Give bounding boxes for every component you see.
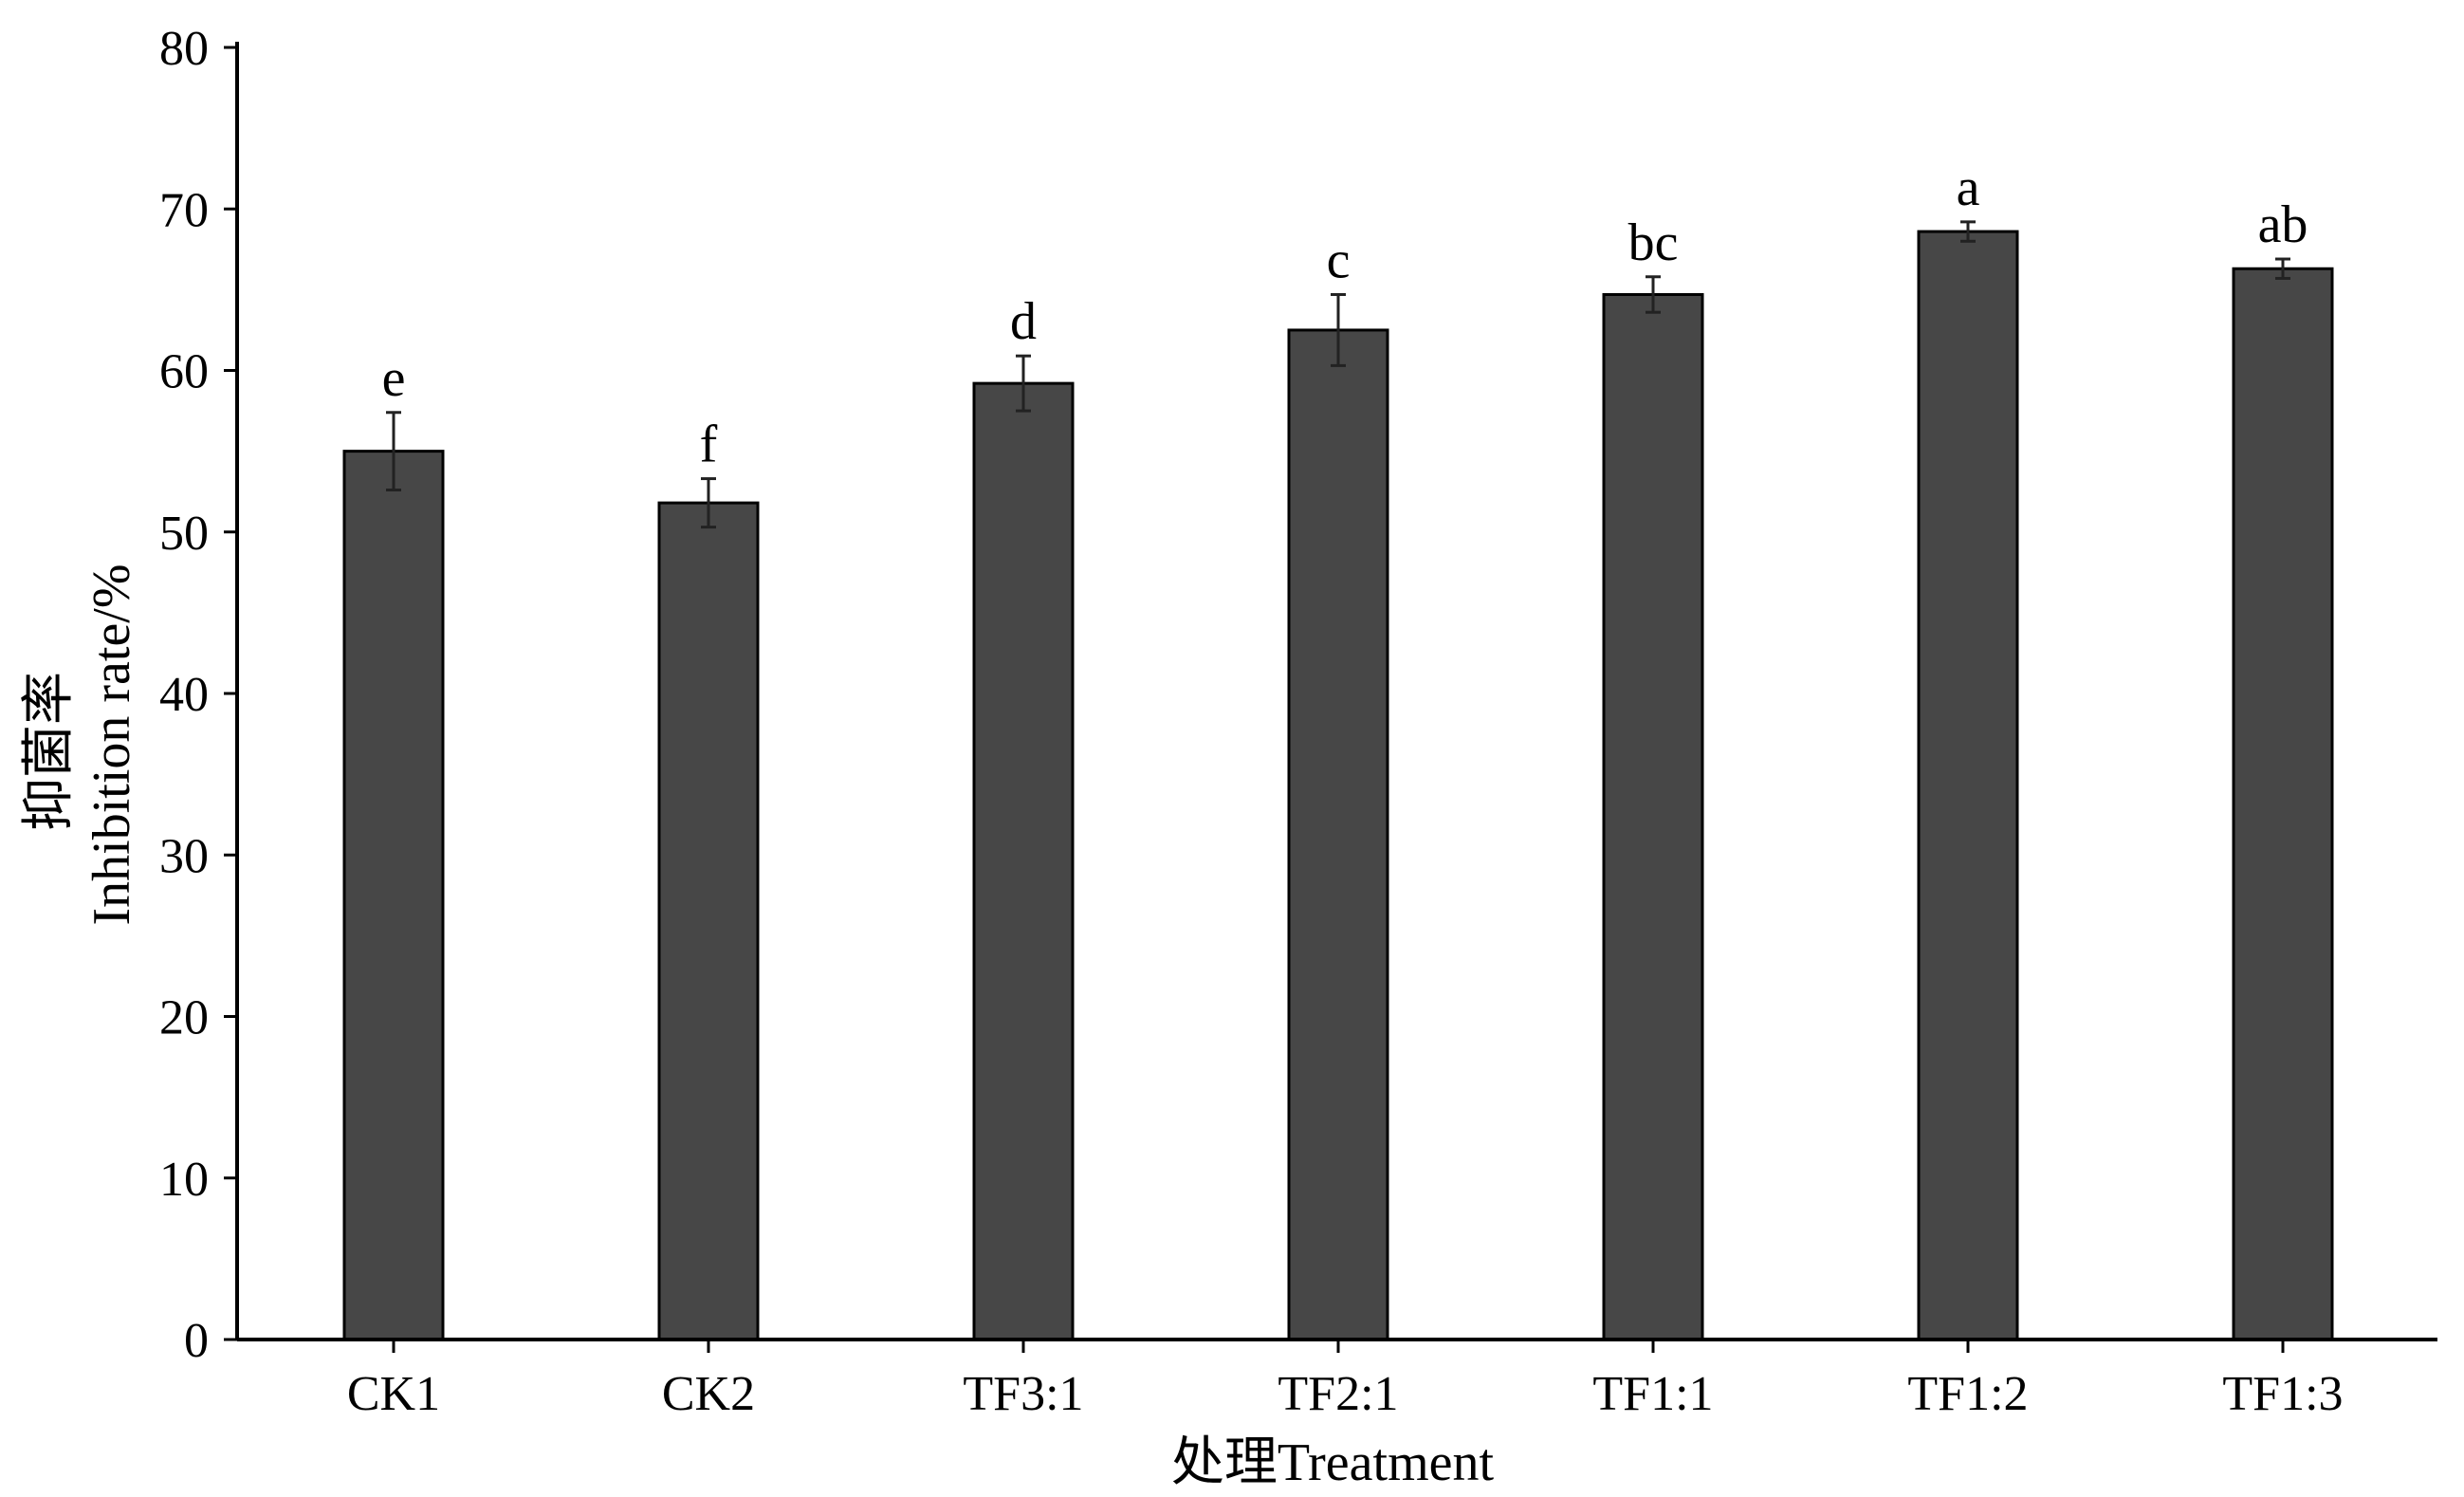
y-axis-title: 抑菌率 Inhibition rate/% [20,564,141,925]
y-tick-label: 60 [159,345,209,399]
significance-label: c [1327,231,1351,289]
y-tick-label: 40 [159,668,209,722]
significance-label: d [1010,292,1037,351]
y-axis-title-cn: 抑菌率 [20,672,79,831]
y-tick-label: 50 [159,507,209,561]
y-axis-title-en: Inhibition rate/% [83,564,141,925]
bar-ck1 [342,450,445,1341]
x-tick-label: TF1:1 [1592,1367,1713,1421]
y-tick-label: 30 [159,829,209,883]
x-tick-label: CK2 [662,1367,755,1421]
labels-layer: e CK1 f CK2 d TF3:1 c TF2:1 bc TF1:1 a TF1:2 ab TF1:3… [159,22,2344,1421]
bar-ck2 [657,501,760,1341]
x-tick-label: TF2:1 [1278,1367,1398,1421]
x-tick-label: TF1:3 [2222,1367,2343,1421]
bar-tf1-1 [1602,292,1704,1341]
titles-layer: 抑菌率 Inhibition rate/% 处理Treatment [20,564,1495,1492]
significance-label: ab [2258,195,2308,254]
bar-tf3-1 [972,381,1075,1341]
bar-tf2-1 [1287,328,1389,1341]
significance-label: bc [1628,213,1679,272]
bar-tf1-3 [2232,267,2334,1341]
x-axis-title: 处理Treatment [1171,1433,1495,1492]
y-tick-label: 70 [159,183,209,237]
error-bars-layer [386,220,2290,529]
bar-tf1-2 [1917,230,2019,1341]
x-tick-label: CK1 [347,1367,440,1421]
axes-layer [224,42,2437,1353]
y-tick-label: 80 [159,22,209,76]
significance-label: e [382,349,406,408]
significance-label: a [1957,158,1980,217]
y-tick-label: 10 [159,1153,209,1207]
y-tick-label: 20 [159,991,209,1045]
x-tick-label: TF3:1 [963,1367,1083,1421]
bars-layer [342,230,2334,1341]
x-tick-label: TF1:2 [1907,1367,2028,1421]
significance-label: f [700,416,718,474]
y-tick-label: 0 [184,1314,209,1368]
